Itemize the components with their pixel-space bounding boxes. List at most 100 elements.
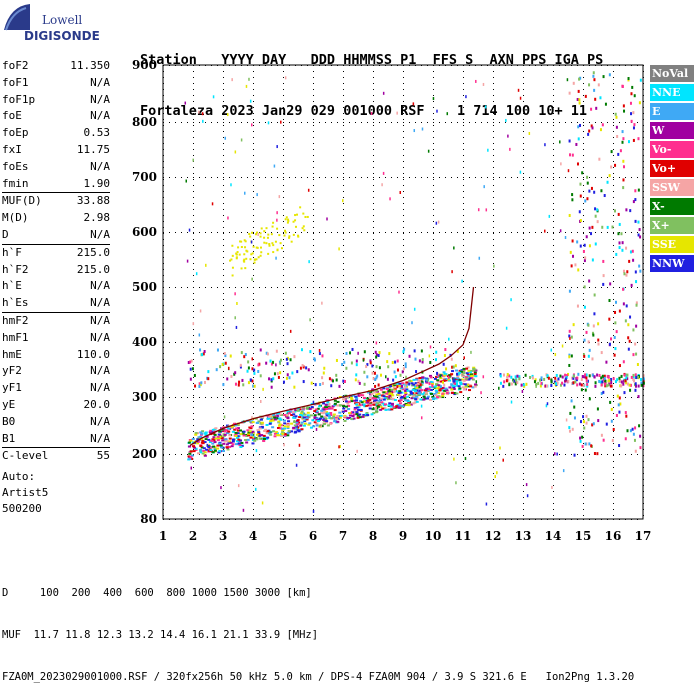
grid-dot (223, 503, 224, 504)
grid-dot (295, 287, 296, 288)
grid-dot (253, 407, 254, 408)
grid-dot (499, 177, 500, 178)
grid-dot (553, 419, 554, 420)
grid-dot (283, 209, 284, 210)
echo-dot (224, 438, 228, 441)
grid-dot (427, 454, 428, 455)
grid-dot (223, 299, 224, 300)
param-row: B0 N/A (2, 414, 110, 431)
echo-dot (619, 379, 622, 383)
grid-dot (493, 455, 494, 456)
echo-dot (278, 424, 282, 427)
grid-dot (583, 479, 584, 480)
grid-dot (583, 107, 584, 108)
echo-dot (483, 185, 485, 189)
echo-dot (610, 419, 613, 423)
grid-dot (637, 122, 638, 123)
echo-dot (335, 418, 339, 421)
echo-dot (390, 393, 394, 396)
echo-dot (451, 370, 455, 373)
grid-dot (289, 232, 290, 233)
echo-dot (203, 454, 207, 457)
grid-dot (571, 342, 572, 343)
grid-dot (361, 287, 362, 288)
grid-dot (373, 77, 374, 78)
echo-dot (358, 413, 362, 416)
grid-dot (463, 95, 464, 96)
echo-dot (328, 377, 331, 381)
grid-dot (433, 77, 434, 78)
echo-dot (335, 358, 338, 362)
echo-dot (403, 394, 407, 397)
echo-dot (414, 399, 418, 402)
grid-dot (343, 122, 344, 123)
echo-dot (473, 385, 477, 388)
echo-dot (232, 425, 236, 428)
grid-dot (403, 342, 404, 343)
grid-dot (223, 149, 224, 150)
grid-dot (199, 122, 200, 123)
echo-dot (593, 452, 596, 456)
echo-dot (405, 381, 409, 384)
echo-dot (305, 418, 309, 421)
grid-dot (343, 485, 344, 486)
echo-dot (429, 360, 432, 364)
echo-dot (404, 391, 408, 394)
echo-dot (271, 419, 275, 422)
echo-dot (506, 372, 509, 376)
echo-dot (590, 186, 593, 190)
grid-dot (313, 353, 314, 354)
echo-dot (429, 392, 433, 395)
grid-dot (211, 232, 212, 233)
grid-dot (463, 329, 464, 330)
grid-dot (463, 257, 464, 258)
echo-dot (251, 442, 255, 445)
grid-dot (493, 329, 494, 330)
grid-dot (439, 287, 440, 288)
grid-dot (523, 293, 524, 294)
echo-dot (304, 215, 307, 218)
echo-dot (510, 375, 513, 379)
grid-dot (421, 454, 422, 455)
echo-dot (236, 436, 240, 439)
grid-dot (403, 177, 404, 178)
echo-dot (629, 383, 632, 387)
echo-dot (338, 384, 341, 388)
echo-dot (517, 88, 520, 92)
param-row: foE N/A (2, 108, 110, 125)
grid-dot (223, 137, 224, 138)
grid-dot (613, 209, 614, 210)
echo-dot (386, 360, 389, 364)
grid-dot (577, 454, 578, 455)
echo-dot (540, 376, 543, 380)
echo-dot (333, 404, 337, 407)
grid-dot (253, 401, 254, 402)
echo-dot (569, 153, 572, 157)
grid-dot (313, 227, 314, 228)
echo-dot (314, 383, 317, 387)
grid-dot (553, 347, 554, 348)
grid-dot (319, 454, 320, 455)
grid-dot (403, 122, 404, 123)
grid-dot (199, 342, 200, 343)
echo-dot (249, 99, 252, 103)
echo-dot (440, 387, 444, 390)
grid-dot (583, 515, 584, 516)
grid-dot (283, 203, 284, 204)
grid-dot (559, 287, 560, 288)
grid-dot (223, 125, 224, 126)
echo-dot (339, 414, 343, 417)
echo-dot (326, 424, 330, 427)
grid-dot (223, 155, 224, 156)
grid-dot (283, 473, 284, 474)
echo-dot (392, 398, 396, 401)
echo-dot (239, 363, 242, 367)
grid-dot (223, 95, 224, 96)
echo-dot (283, 422, 287, 425)
grid-dot (253, 221, 254, 222)
grid-dot (511, 342, 512, 343)
echo-dot (244, 353, 247, 357)
echo-dot (390, 408, 394, 411)
grid-dot (253, 383, 254, 384)
grid-dot (343, 365, 344, 366)
